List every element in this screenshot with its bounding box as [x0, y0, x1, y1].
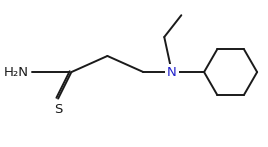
Text: N: N: [167, 66, 177, 79]
Text: H₂N: H₂N: [4, 66, 29, 79]
Text: S: S: [54, 103, 62, 116]
